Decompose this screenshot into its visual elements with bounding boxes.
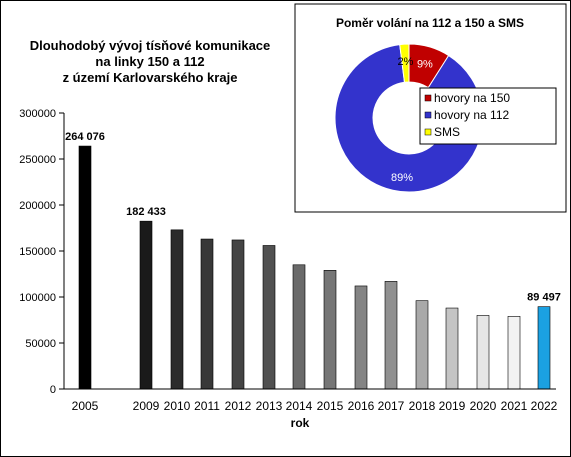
y-tick-label: 200000 [19,200,56,212]
legend-entry: hovory na 112 [434,108,509,122]
x-tick-label: 2005 [72,399,99,413]
bar-2011 [200,238,214,390]
bar-2005 [78,145,92,390]
x-tick-label: 2022 [531,399,558,413]
x-tick-label: 2017 [378,399,405,413]
pie-title: Poměr volání na 112 a 150 a SMS [336,16,524,30]
pie-label-1: 89% [391,172,413,184]
bar-2018 [415,300,429,390]
x-tick-label: 2020 [470,399,497,413]
x-tick-label: 2016 [348,399,375,413]
x-tick-label: 2013 [256,399,283,413]
y-axis: 0 50000 100000 150000 200000 250000 300000 [19,108,65,396]
pie-label-0: 9% [417,58,433,70]
legend-entry: hovory na 150 [434,91,510,105]
pie-chart: 9% 89% 2% [334,43,484,193]
chart-title-line-2: na linky 150 a 112 [95,54,204,69]
bar-2022 [537,306,551,390]
x-tick-label: 2019 [439,399,466,413]
bar-2019 [445,307,459,390]
y-tick-label: 0 [50,384,56,396]
bar-2009 [139,220,153,390]
y-tick-label: 250000 [19,154,56,166]
bar-2016 [354,285,368,390]
data-label-2022: 89 497 [527,292,561,304]
chart-title-line-1: Dlouhodobý vývoj tísňové komunikace [30,38,271,53]
legend-swatch [424,128,432,136]
x-tick-label: 2014 [286,399,313,413]
bar-2014 [292,264,306,390]
data-label-2005: 264 076 [65,131,105,143]
y-tick-label: 300000 [19,108,56,120]
pie-slice-1 [334,44,484,193]
bar-2021 [507,316,521,390]
pie-label-2: 2% [397,56,413,68]
legend-swatch [424,94,432,102]
pie-legend: hovory na 150 hovory na 112 SMS [419,87,557,145]
data-label-2009: 182 433 [126,206,166,218]
bar-2012 [231,239,245,390]
x-tick-label: 2021 [501,399,528,413]
bar-2017 [384,281,398,390]
x-axis: 2005 2009 2010 2011 2012 2013 2014 2015 2016 2017… [64,388,558,413]
bar-2010 [170,229,184,390]
bar-2013 [262,245,276,390]
legend-entry: SMS [434,125,460,139]
y-tick-label: 100000 [19,292,56,304]
legend-box [419,87,557,145]
x-tick-label: 2015 [317,399,344,413]
pie-slice-2 [399,43,410,83]
bar-series: 264 076 182 433 89 497 [65,131,561,390]
x-tick-label: 2010 [164,399,191,413]
x-tick-label: 2011 [194,399,220,413]
legend-swatch [424,111,432,119]
y-tick-label: 150000 [19,246,56,258]
x-tick-label: 2009 [133,399,160,413]
bar-2020 [476,315,490,390]
y-tick-label: 50000 [25,338,56,350]
x-tick-label: 2012 [225,399,252,413]
chart-title-line-3: z území Karlovarského kraje [63,70,238,85]
x-tick-label: 2018 [409,399,436,413]
bar-2015 [323,270,337,390]
x-axis-label: rok [291,416,310,430]
